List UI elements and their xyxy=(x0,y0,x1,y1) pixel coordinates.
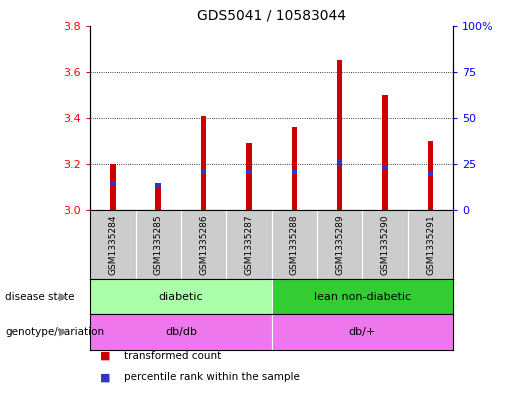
Text: GSM1335285: GSM1335285 xyxy=(153,214,163,275)
Text: lean non-diabetic: lean non-diabetic xyxy=(314,292,411,302)
Bar xyxy=(272,279,453,314)
Bar xyxy=(90,314,272,350)
Text: db/db: db/db xyxy=(165,327,197,337)
Bar xyxy=(317,210,363,279)
Text: GSM1335289: GSM1335289 xyxy=(335,214,344,275)
Text: genotype/variation: genotype/variation xyxy=(5,327,104,337)
Text: transformed count: transformed count xyxy=(124,351,221,361)
Text: percentile rank within the sample: percentile rank within the sample xyxy=(124,372,300,382)
Text: diabetic: diabetic xyxy=(159,292,203,302)
Bar xyxy=(135,210,181,279)
Bar xyxy=(272,314,453,350)
Bar xyxy=(428,171,433,176)
Bar xyxy=(246,169,252,174)
Bar xyxy=(383,165,388,169)
Bar xyxy=(337,60,342,210)
Text: GSM1335286: GSM1335286 xyxy=(199,214,208,275)
Text: ▶: ▶ xyxy=(59,292,68,302)
Title: GDS5041 / 10583044: GDS5041 / 10583044 xyxy=(197,9,346,23)
Bar xyxy=(156,184,161,188)
Bar xyxy=(337,160,342,165)
Bar xyxy=(272,210,317,279)
Text: GSM1335291: GSM1335291 xyxy=(426,214,435,275)
Bar xyxy=(156,182,161,210)
Text: GSM1335288: GSM1335288 xyxy=(290,214,299,275)
Bar xyxy=(90,210,135,279)
Bar xyxy=(201,169,207,174)
Text: db/+: db/+ xyxy=(349,327,376,337)
Bar xyxy=(110,181,115,185)
Text: GSM1335287: GSM1335287 xyxy=(245,214,253,275)
Bar xyxy=(383,95,388,210)
Bar xyxy=(363,210,408,279)
Bar xyxy=(90,279,272,314)
Bar xyxy=(201,116,207,210)
Bar xyxy=(291,127,297,210)
Bar xyxy=(408,210,453,279)
Text: GSM1335290: GSM1335290 xyxy=(381,214,390,275)
Bar xyxy=(226,210,272,279)
Text: disease state: disease state xyxy=(5,292,75,302)
Text: ▶: ▶ xyxy=(59,327,68,337)
Bar xyxy=(181,210,226,279)
Text: GSM1335284: GSM1335284 xyxy=(108,215,117,275)
Bar xyxy=(246,143,252,210)
Bar xyxy=(110,164,115,210)
Text: ■: ■ xyxy=(100,372,111,382)
Bar xyxy=(428,141,433,210)
Text: ■: ■ xyxy=(100,351,111,361)
Bar xyxy=(291,169,297,174)
